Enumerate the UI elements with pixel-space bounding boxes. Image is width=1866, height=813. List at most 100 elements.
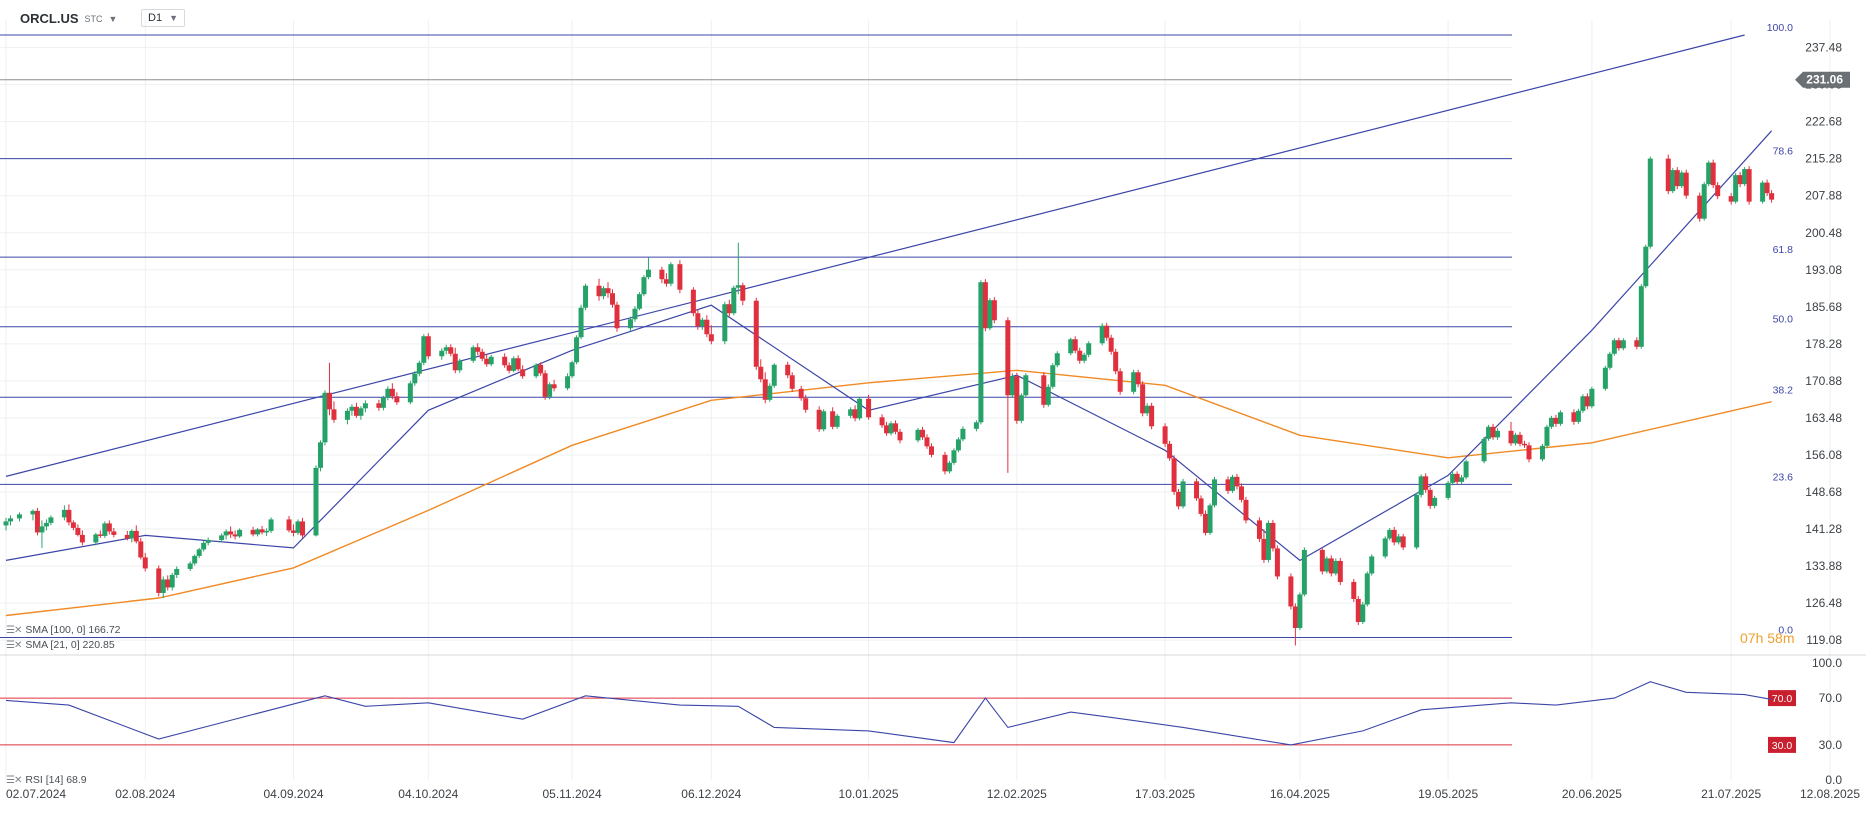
price-axis-tick: 141.28 (1805, 522, 1842, 536)
candle-body (1297, 594, 1303, 628)
trendline (5, 34, 1745, 477)
candle-body (1319, 549, 1325, 572)
indicator-rsi-label: RSI [14] 68.9 (25, 774, 87, 786)
candle-body (1602, 367, 1608, 389)
candle-body (201, 542, 207, 550)
candle-body (1670, 170, 1676, 192)
candle-body (1324, 558, 1330, 572)
candle-body (978, 282, 984, 423)
candle-body (605, 288, 611, 294)
indicator-rsi[interactable]: ☰✕ RSI [14] 68.9 (6, 774, 87, 786)
candle-body (169, 574, 175, 588)
candle-body (93, 534, 99, 543)
date-axis-tick: 19.05.2025 (1418, 787, 1478, 801)
indicator-sma100-label: SMA [100, 0] 166.72 (25, 624, 121, 636)
settings-close-icon[interactable]: ☰✕ (6, 624, 22, 636)
candle-body (884, 425, 890, 434)
candle-body (1351, 581, 1357, 599)
candle-body (610, 293, 616, 305)
rsi-axis-tick: 70.0 (1819, 691, 1843, 705)
candle-body (407, 383, 413, 403)
candle-body (708, 334, 714, 342)
candle-body (1023, 375, 1029, 396)
candle-body (1557, 412, 1563, 424)
candle-body (1432, 497, 1438, 506)
candle-body (551, 384, 557, 389)
indicator-sma100[interactable]: ☰✕ SMA [100, 0] 166.72 (6, 624, 121, 636)
candle-body (223, 531, 229, 536)
symbol-selector[interactable]: ORCL.US STC ▼ (20, 11, 117, 26)
candle-body (1018, 395, 1024, 421)
candle-body (1575, 410, 1581, 422)
candle-body (205, 539, 211, 543)
candle-body (1068, 339, 1074, 354)
candle-body (1764, 182, 1770, 194)
candle-body (1382, 538, 1388, 557)
candle-body (219, 535, 225, 540)
candle-body (1737, 175, 1743, 185)
candle-body (848, 409, 854, 416)
candle-body (1387, 529, 1393, 539)
candle-body (821, 411, 827, 430)
fib-level-label: 0.0 (1778, 624, 1793, 636)
rsi-axis-tick: 30.0 (1819, 738, 1843, 752)
candle-body (326, 392, 332, 410)
candle-body (1611, 340, 1617, 354)
candle-body (196, 549, 202, 556)
date-axis-tick: 04.10.2024 (398, 787, 458, 801)
price-axis-tick: 119.08 (1806, 633, 1842, 647)
candle-body (102, 523, 108, 536)
candle-body (1171, 458, 1177, 492)
indicator-sma21-label: SMA [21, 0] 220.85 (25, 639, 115, 651)
candle-body (574, 337, 580, 363)
timeframe-select[interactable]: D1 ▼ (141, 9, 185, 27)
candle-body (1364, 573, 1370, 605)
date-axis-tick: 17.03.2025 (1135, 787, 1195, 801)
candle-body (785, 364, 791, 376)
candle-body (1360, 604, 1366, 622)
candle-body (138, 541, 144, 558)
settings-close-icon[interactable]: ☰✕ (6, 774, 22, 786)
price-axis-tick: 163.48 (1805, 411, 1842, 425)
candle-body (641, 277, 647, 295)
candle-body (1009, 376, 1015, 396)
fib-level-label: 78.6 (1773, 146, 1794, 158)
candle-body (295, 521, 301, 533)
candle-body (1584, 396, 1590, 407)
candle-body (735, 285, 741, 288)
candle-body (753, 300, 759, 367)
symbol-suffix: STC (84, 13, 103, 24)
candle-body (250, 529, 256, 535)
candle-body (1697, 195, 1703, 219)
candle-body (798, 388, 804, 399)
candle-body (722, 304, 728, 342)
candle-body (1396, 536, 1402, 543)
price-axis-tick: 126.48 (1805, 596, 1842, 610)
candle-body (97, 534, 103, 536)
candle-body (66, 509, 72, 523)
candle-body (1144, 405, 1150, 414)
indicator-sma21[interactable]: ☰✕ SMA [21, 0] 220.85 (6, 639, 115, 651)
price-axis-tick: 185.68 (1805, 300, 1842, 314)
candle-body (349, 406, 355, 411)
candle-body (1638, 286, 1644, 347)
candle-body (1414, 494, 1420, 548)
candle-body (601, 288, 607, 297)
candle-body (1701, 184, 1707, 219)
candle-body (1149, 405, 1155, 427)
candle-body (677, 264, 683, 290)
candle-body (1265, 522, 1271, 560)
candle-body (1665, 158, 1671, 192)
price-axis-tick: 222.68 (1805, 115, 1842, 129)
candle-body (1450, 473, 1456, 483)
date-axis-tick: 12.02.2025 (987, 787, 1047, 801)
candle-body (286, 519, 292, 531)
rsi-axis-tick: 0.0 (1825, 773, 1842, 787)
candle-body (1423, 476, 1429, 490)
candle-body (1746, 169, 1752, 202)
price-axis-tick: 237.48 (1805, 41, 1842, 55)
candle-body (1072, 339, 1078, 351)
candle-body (376, 403, 382, 408)
settings-close-icon[interactable]: ☰✕ (6, 639, 22, 651)
